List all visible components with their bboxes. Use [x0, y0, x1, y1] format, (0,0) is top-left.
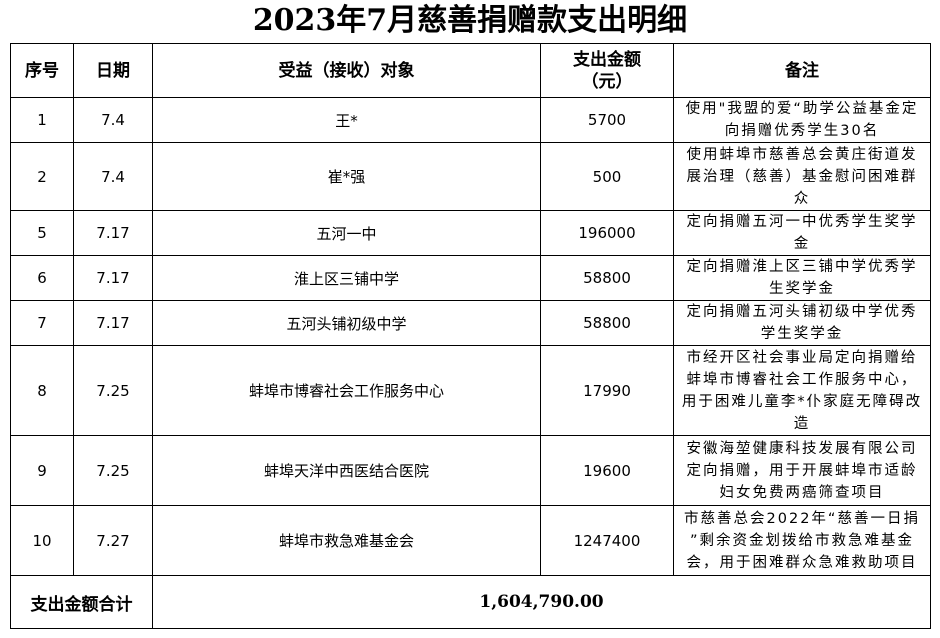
row-date: 7.25: [73, 345, 153, 436]
table-row: 8 7.25 蚌埠市博睿社会工作服务中心 17990 市经开区社会事业局定向捐赠给 蚌埠市…: [10, 345, 931, 436]
row-no: 10: [10, 505, 74, 576]
table-row: 2 7.4 崔*强 500 使用蚌埠市慈善总会黄庄街道发 展治理（慈善）基金慰问困难群众: [10, 142, 931, 211]
row-recipient: 王*: [152, 97, 541, 143]
row-no: 7: [10, 300, 74, 346]
total-row: 支出金额合计 1,604,790.00: [10, 575, 931, 629]
header-no: 序号: [10, 43, 74, 98]
note-line: 妇女免费两癌筛查项目: [719, 484, 885, 501]
row-amount: 196000: [540, 210, 674, 256]
note-line: ”剩余资金划拨给市救急难基金: [689, 532, 914, 549]
row-date: 7.25: [73, 435, 153, 506]
note-line: 学生奖学金: [760, 326, 844, 342]
row-recipient: 蚌埠市救急难基金会: [152, 505, 541, 576]
row-amount: 58800: [540, 255, 674, 301]
table-row: 9 7.25 蚌埠天洋中西医结合医院 19600 安徽海堃健康科技发展有限公司 定向捐赠，…: [10, 435, 931, 506]
total-label: 支出金额合计: [10, 575, 153, 629]
row-recipient: 五河头铺初级中学: [152, 300, 541, 346]
row-note: 安徽海堃健康科技发展有限公司 定向捐赠，用于开展蚌埠市适龄 妇女免费两癌筛查项目: [673, 435, 931, 506]
header-recipient: 受益（接收）对象: [152, 43, 541, 98]
note-line: 安徽海堃健康科技发展有限公司: [686, 440, 918, 457]
row-note: 市经开区社会事业局定向捐赠给 蚌埠市博睿社会工作服务中心， 用于困难儿童李*仆家庭无…: [673, 345, 931, 436]
expense-table: 序号 日期 受益（接收）对象 支出金额 （元） 备注 1 7.4 王* 5700 使用"…: [10, 43, 931, 629]
note-line: 定向捐赠五河一中优秀学生奖学: [686, 214, 918, 230]
row-date: 7.4: [73, 97, 153, 143]
row-note: 定向捐赠五河一中优秀学生奖学金: [673, 210, 931, 256]
note-line: 造: [793, 415, 811, 432]
row-no: 1: [10, 97, 74, 143]
note-line: 使用蚌埠市慈善总会黄庄街道发: [686, 146, 918, 163]
row-recipient: 崔*强: [152, 142, 541, 211]
row-note: 定向捐赠淮上区三铺中学优秀学 生奖学金: [673, 255, 931, 301]
table-row: 6 7.17 淮上区三铺中学 58800 定向捐赠淮上区三铺中学优秀学 生奖学金: [10, 255, 931, 301]
note-line: 生奖学金: [769, 281, 835, 297]
note-line: 会，用于困难群众急难救助项目: [686, 554, 918, 571]
table-row: 7 7.17 五河头铺初级中学 58800 定向捐赠五河头铺初级中学优秀 学生奖学金: [10, 300, 931, 346]
row-date: 7.17: [73, 300, 153, 346]
row-no: 5: [10, 210, 74, 256]
header-row: 序号 日期 受益（接收）对象 支出金额 （元） 备注: [10, 43, 931, 98]
note-line: 市慈善总会2022年“慈善一日捐: [684, 510, 920, 527]
row-no: 9: [10, 435, 74, 506]
note-line: 金: [793, 236, 811, 252]
note-line: 众: [793, 190, 811, 207]
note-line: 市经开区社会事业局定向捐赠给: [686, 349, 918, 366]
row-recipient: 淮上区三铺中学: [152, 255, 541, 301]
note-line: 展治理（慈善）基金慰问困难群: [686, 168, 918, 185]
note-line: 定向捐赠五河头铺初级中学优秀: [686, 304, 918, 320]
row-note: 市慈善总会2022年“慈善一日捐 ”剩余资金划拨给市救急难基金 会，用于困难群众急难…: [673, 505, 931, 576]
header-date: 日期: [73, 43, 153, 98]
note-line: 定向捐赠淮上区三铺中学优秀学: [686, 259, 918, 275]
row-amount: 17990: [540, 345, 674, 436]
row-date: 7.27: [73, 505, 153, 576]
row-no: 8: [10, 345, 74, 436]
table-row: 5 7.17 五河一中 196000 定向捐赠五河一中优秀学生奖学金: [10, 210, 931, 256]
page-title: 2023年7月慈善捐赠款支出明细: [252, 3, 688, 38]
row-recipient: 五河一中: [152, 210, 541, 256]
row-note: 使用蚌埠市慈善总会黄庄街道发 展治理（慈善）基金慰问困难群众: [673, 142, 931, 211]
row-amount: 58800: [540, 300, 674, 346]
row-amount: 1247400: [540, 505, 674, 576]
note-line: 用于困难儿童李*仆家庭无障碍改: [681, 393, 923, 410]
row-date: 7.4: [73, 142, 153, 211]
row-amount: 19600: [540, 435, 674, 506]
row-recipient: 蚌埠市博睿社会工作服务中心: [152, 345, 541, 436]
note-line: 向捐赠优秀学生30名: [724, 123, 880, 139]
row-recipient: 蚌埠天洋中西医结合医院: [152, 435, 541, 506]
row-date: 7.17: [73, 210, 153, 256]
note-line: 蚌埠市博睿社会工作服务中心，: [686, 371, 918, 388]
note-line: 定向捐赠，用于开展蚌埠市适龄: [686, 462, 918, 479]
header-note: 备注: [673, 43, 931, 98]
note-line: 使用"我盟的爱“助学公益基金定: [685, 101, 919, 117]
total-value: 1,604,790.00: [152, 575, 931, 629]
table-row: 1 7.4 王* 5700 使用"我盟的爱“助学公益基金定 向捐赠优秀学生30名: [10, 97, 931, 143]
row-no: 6: [10, 255, 74, 301]
table-row: 10 7.27 蚌埠市救急难基金会 1247400 市慈善总会2022年“慈善一日捐 ”剩…: [10, 505, 931, 576]
row-note: 使用"我盟的爱“助学公益基金定 向捐赠优秀学生30名: [673, 97, 931, 143]
row-amount: 5700: [540, 97, 674, 143]
row-no: 2: [10, 142, 74, 211]
header-amount: 支出金额 （元）: [540, 43, 674, 98]
row-note: 定向捐赠五河头铺初级中学优秀 学生奖学金: [673, 300, 931, 346]
row-amount: 500: [540, 142, 674, 211]
row-date: 7.17: [73, 255, 153, 301]
